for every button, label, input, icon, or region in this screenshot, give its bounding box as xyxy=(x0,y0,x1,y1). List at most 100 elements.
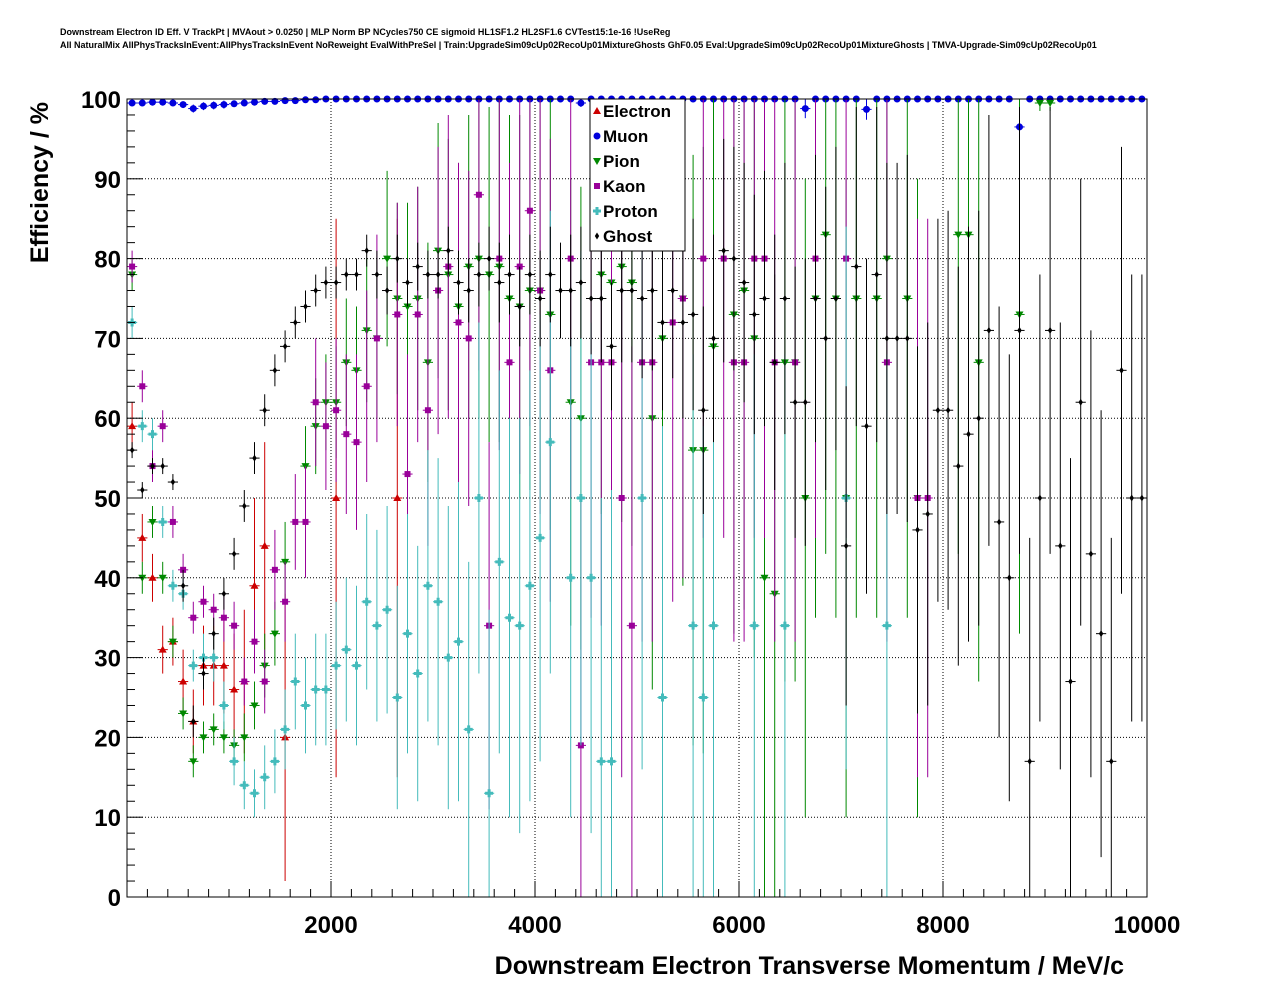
data-point xyxy=(711,334,716,342)
data-point xyxy=(322,423,329,430)
data-point xyxy=(403,629,412,638)
chart-title-line-1: Downstream Electron ID Eff. V TrackPt | … xyxy=(60,27,670,37)
data-point xyxy=(261,678,268,685)
data-point xyxy=(731,255,737,263)
data-point xyxy=(1058,542,1063,550)
data-point xyxy=(874,271,879,279)
data-point xyxy=(576,494,585,502)
data-point xyxy=(210,101,218,109)
data-point xyxy=(882,621,891,630)
data-point xyxy=(526,207,533,214)
data-point xyxy=(1007,574,1012,582)
legend-entry-electron: Electron xyxy=(593,102,671,121)
data-point xyxy=(701,406,706,414)
data-point xyxy=(801,105,809,113)
legend-label: Proton xyxy=(603,202,658,221)
data-point xyxy=(170,478,176,486)
data-point xyxy=(169,518,176,525)
data-point xyxy=(210,606,217,613)
data-point xyxy=(138,422,147,431)
data-point xyxy=(454,637,463,646)
data-point xyxy=(149,98,156,106)
data-point xyxy=(854,263,859,271)
data-point xyxy=(372,621,381,630)
data-point xyxy=(169,99,177,107)
data-point xyxy=(823,334,828,342)
data-point xyxy=(220,101,228,109)
data-point xyxy=(374,271,380,279)
data-point xyxy=(446,247,451,255)
data-point xyxy=(976,414,981,422)
data-point xyxy=(323,279,329,287)
data-point xyxy=(515,621,524,630)
data-point xyxy=(209,653,218,662)
data-point xyxy=(474,494,483,502)
data-point xyxy=(200,102,207,110)
data-point xyxy=(291,677,300,686)
data-point xyxy=(139,383,146,390)
data-point xyxy=(670,287,675,295)
data-point xyxy=(251,98,258,106)
data-point xyxy=(486,255,492,263)
data-point xyxy=(343,431,350,438)
data-point xyxy=(219,661,228,669)
data-point xyxy=(609,342,614,350)
data-point xyxy=(466,287,471,295)
data-point xyxy=(762,295,767,302)
data-point xyxy=(607,757,616,766)
data-point xyxy=(772,358,777,366)
data-point xyxy=(138,533,147,541)
data-point xyxy=(179,101,187,109)
data-point xyxy=(495,557,504,566)
data-point xyxy=(507,271,512,279)
data-point xyxy=(230,757,239,766)
data-point xyxy=(211,630,216,638)
data-point xyxy=(527,271,533,279)
data-point xyxy=(383,255,392,263)
data-point xyxy=(639,295,645,302)
chart-title-line-2: All NaturalMix AllPhysTracksInEvent:AllP… xyxy=(60,40,1097,50)
data-point xyxy=(282,342,288,350)
y-tick-label: 60 xyxy=(94,406,121,433)
y-tick-label: 70 xyxy=(94,326,121,353)
data-point xyxy=(568,287,573,295)
data-point xyxy=(925,510,930,518)
data-point xyxy=(138,99,146,107)
data-point xyxy=(344,271,349,279)
data-point xyxy=(292,518,299,525)
data-point xyxy=(588,295,594,302)
data-point xyxy=(393,494,402,501)
legend-marker xyxy=(593,107,601,114)
data-point xyxy=(690,310,696,318)
data-point xyxy=(1047,326,1053,334)
data-point xyxy=(221,590,227,598)
data-point xyxy=(240,99,248,107)
series-proton xyxy=(127,210,892,897)
data-point xyxy=(230,685,239,693)
data-point xyxy=(1088,550,1094,558)
data-point xyxy=(150,462,155,470)
data-point xyxy=(158,574,167,582)
data-point xyxy=(189,105,197,113)
y-tick-label: 90 xyxy=(94,167,121,194)
data-point xyxy=(302,96,309,104)
data-point xyxy=(271,566,278,573)
y-axis-title: Efficiency / % xyxy=(26,102,54,263)
data-point xyxy=(709,621,718,630)
data-point xyxy=(404,471,411,478)
data-point xyxy=(158,517,167,526)
data-point xyxy=(415,263,420,271)
legend-label: Ghost xyxy=(603,227,652,246)
data-point xyxy=(864,422,869,430)
data-point xyxy=(833,295,839,302)
data-point xyxy=(159,423,166,430)
data-point xyxy=(537,295,543,302)
data-point xyxy=(332,661,341,670)
data-point xyxy=(200,598,207,605)
data-point xyxy=(578,279,584,287)
data-point xyxy=(1027,757,1032,765)
data-point xyxy=(219,734,228,742)
data-point xyxy=(260,773,269,782)
data-point xyxy=(230,100,238,108)
data-point xyxy=(525,581,534,590)
